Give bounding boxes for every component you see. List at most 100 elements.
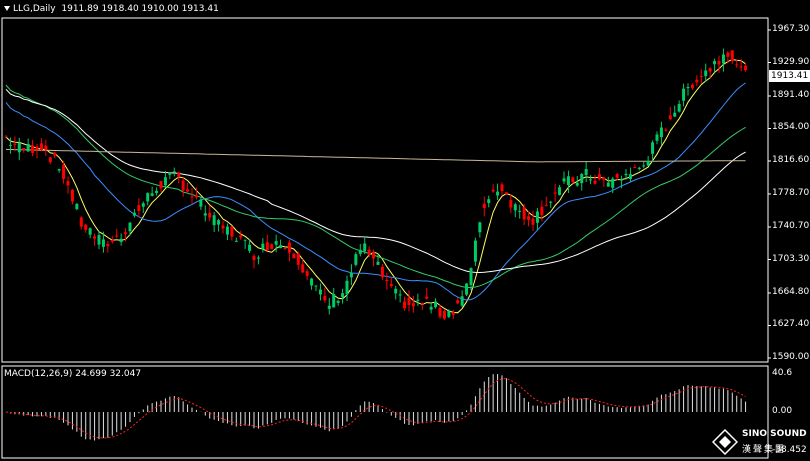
candle-body	[345, 280, 349, 295]
candle-body	[513, 204, 517, 211]
candle-body	[442, 310, 446, 319]
candle-body	[531, 218, 535, 225]
candle-body	[332, 294, 336, 308]
candle-body	[695, 79, 699, 83]
candle-body	[682, 88, 686, 101]
candle-body	[177, 172, 181, 177]
candle-body	[611, 178, 615, 188]
candle-body	[128, 222, 132, 232]
candle-body	[420, 303, 424, 305]
candle-body	[699, 76, 703, 78]
candle-body	[13, 143, 17, 145]
current-price-tag: 1913.41	[769, 70, 810, 82]
candle-body	[549, 201, 553, 203]
dropdown-triangle-icon[interactable]	[4, 6, 10, 11]
candle-body	[496, 191, 500, 196]
candle-body	[287, 242, 291, 253]
candle-body	[8, 144, 12, 146]
candle-body	[292, 253, 296, 259]
candle-body	[664, 129, 668, 131]
candle-body	[429, 306, 433, 310]
y-tick-label: 1778.70	[772, 187, 810, 198]
candle-body	[354, 254, 358, 265]
candle-body	[212, 215, 216, 226]
candle-body	[659, 127, 663, 138]
candle-body	[239, 235, 243, 238]
candle-body	[686, 87, 690, 89]
candle-body	[230, 226, 234, 237]
candle-body	[456, 300, 460, 304]
candle-body	[566, 176, 570, 186]
candle-body	[256, 257, 260, 259]
candle-body	[575, 182, 579, 186]
ohlc-values: 1911.89 1918.40 1910.00 1913.41	[61, 4, 219, 14]
candle-body	[713, 61, 717, 65]
candle-body	[39, 143, 43, 151]
candle-body	[93, 236, 97, 239]
candle-body	[690, 84, 694, 89]
candle-body	[416, 299, 420, 301]
candle-body	[425, 296, 429, 299]
candle-body	[571, 177, 575, 182]
candle-body	[744, 65, 748, 71]
candle-body	[115, 235, 119, 237]
candle-body	[589, 179, 593, 181]
candle-body	[97, 235, 101, 245]
y-tick-label: 1664.80	[772, 286, 810, 297]
candle-body	[336, 300, 340, 303]
y-axis-ticks	[768, 29, 771, 359]
y-tick-label: 1740.70	[772, 220, 810, 231]
candle-body	[465, 283, 469, 295]
y-tick-label: 1627.40	[772, 319, 810, 330]
candle-body	[327, 305, 331, 309]
candle-body	[651, 142, 655, 154]
candle-body	[305, 271, 309, 276]
candle-body	[186, 189, 190, 192]
candle-body	[110, 239, 114, 242]
candle-body	[646, 161, 650, 166]
candle-body	[735, 64, 739, 66]
candle-body	[349, 272, 353, 278]
macd-signal-line	[5, 378, 746, 439]
candle-body	[668, 115, 672, 120]
y-tick-label: 1590.00	[772, 352, 810, 362]
candle-body	[677, 104, 681, 112]
candle-body	[22, 148, 26, 151]
candle-body	[199, 199, 203, 207]
macd-histogram	[9, 374, 747, 441]
candle-body	[234, 240, 238, 242]
candle-body	[265, 242, 269, 251]
sino-sound-logo: SINO SOUND 漢聲集團	[712, 427, 808, 457]
candle-body	[624, 173, 628, 176]
candle-body	[487, 199, 491, 203]
candle-body	[221, 225, 225, 229]
candle-body	[88, 228, 92, 235]
candle-body	[385, 279, 389, 282]
candle-body	[358, 249, 362, 254]
candle-body	[146, 193, 150, 202]
y-tick-label: 1703.30	[772, 253, 810, 264]
macd-panel-border	[1, 365, 769, 459]
candle-body	[137, 205, 141, 211]
y-tick-label: 1854.00	[772, 122, 810, 133]
candle-body	[407, 297, 411, 305]
candle-body	[101, 239, 105, 247]
candle-body	[562, 178, 566, 182]
candle-body	[451, 312, 455, 315]
candle-body	[66, 181, 70, 186]
candle-body	[469, 268, 473, 286]
candle-body	[473, 240, 477, 262]
candle-body	[155, 190, 159, 194]
candle-body	[398, 294, 402, 296]
candle-body	[141, 203, 145, 207]
ma-green-line	[5, 84, 746, 289]
candle-body	[717, 61, 721, 65]
candle-body	[394, 288, 398, 294]
candle-body	[168, 172, 172, 175]
candle-body	[527, 216, 531, 220]
candle-body	[274, 241, 278, 245]
candle-body	[70, 189, 74, 202]
candle-body	[655, 134, 659, 141]
candle-body	[17, 142, 21, 153]
